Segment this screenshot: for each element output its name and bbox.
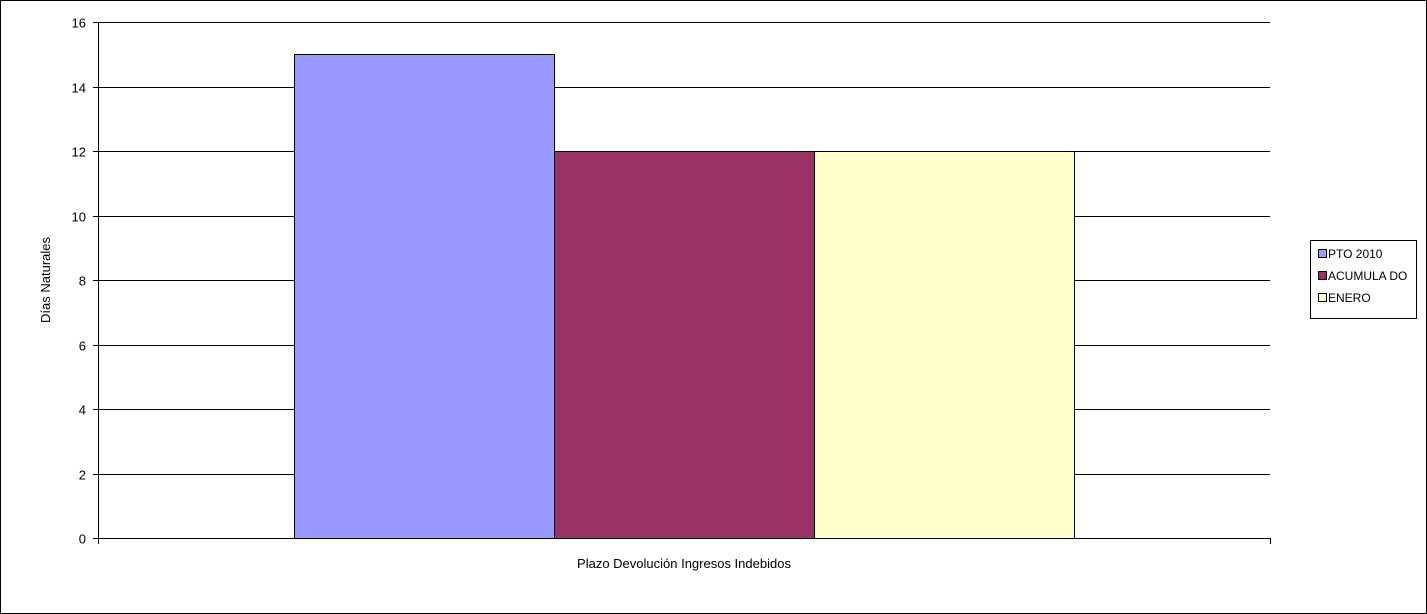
x-axis-title: Plazo Devolución Ingresos Indebidos [577, 556, 791, 571]
bar-pto-2010 [294, 54, 555, 539]
y-tick-labels: 0 2 4 6 8 10 12 14 16 [72, 16, 86, 547]
legend-label: PTO 2010 [1328, 247, 1383, 261]
legend-label: ACUMULA DO [1328, 269, 1407, 283]
legend-swatch [1318, 293, 1327, 302]
y-tick-label: 8 [79, 274, 86, 289]
y-tick-label: 10 [72, 210, 86, 225]
y-tick-label: 2 [79, 468, 86, 483]
y-tick-label: 4 [79, 403, 86, 418]
bar-acumula-do [554, 151, 815, 539]
legend: PTO 2010 ACUMULA DO ENERO [1310, 240, 1417, 319]
y-tick-label: 0 [79, 532, 86, 547]
axes [93, 22, 1271, 544]
bars [294, 54, 1075, 539]
legend-swatch [1318, 271, 1327, 280]
legend-swatch [1318, 249, 1327, 258]
legend-label: ENERO [1328, 291, 1371, 305]
y-tick-label: 16 [72, 16, 86, 31]
y-tick-label: 6 [79, 339, 86, 354]
y-tick-label: 12 [72, 145, 86, 160]
y-axis-title: Días Naturales [38, 237, 53, 323]
bar-enero [814, 151, 1075, 539]
legend-box [1310, 240, 1417, 319]
y-tick-label: 14 [72, 81, 86, 96]
